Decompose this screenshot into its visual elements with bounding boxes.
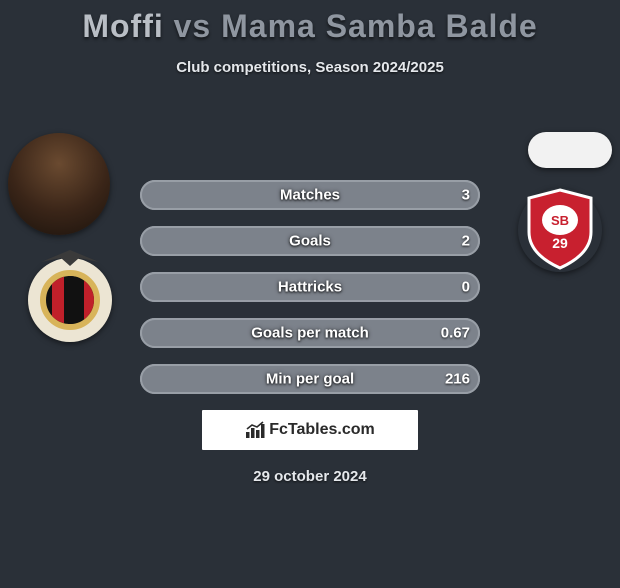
subtitle: Club competitions, Season 2024/2025 — [0, 59, 620, 76]
stat-value-right: 0 — [462, 279, 470, 296]
branding-text: FcTables.com — [269, 421, 375, 439]
player1-name: Moffi — [82, 8, 163, 44]
brest-icon: SB 29 — [525, 188, 595, 270]
stat-label: Matches — [280, 187, 340, 204]
player2-club-crest: SB 29 — [518, 188, 602, 272]
chart-icon — [245, 421, 265, 439]
stat-value-right: 3 — [462, 187, 470, 204]
player1-avatar — [8, 133, 110, 235]
svg-text:SB: SB — [551, 213, 569, 228]
stat-value-right: 216 — [445, 371, 470, 388]
stat-label: Goals — [289, 233, 331, 250]
stat-row: Matches 3 — [140, 180, 480, 210]
stat-row: Min per goal 216 — [140, 364, 480, 394]
stat-row: Goals per match 0.67 — [140, 318, 480, 348]
date-text: 29 october 2024 — [0, 468, 620, 485]
vs-text: vs — [174, 8, 212, 44]
svg-text:29: 29 — [552, 235, 568, 251]
stat-value-right: 0.67 — [441, 325, 470, 342]
stat-label: Hattricks — [278, 279, 342, 296]
eagle-icon — [31, 248, 109, 268]
stat-label: Goals per match — [251, 325, 369, 342]
player2-avatar — [528, 132, 612, 168]
ogc-nice-icon — [40, 270, 100, 330]
stat-label: Min per goal — [266, 371, 354, 388]
stat-value-right: 2 — [462, 233, 470, 250]
stat-row: Hattricks 0 — [140, 272, 480, 302]
player2-name: Mama Samba Balde — [221, 8, 538, 44]
branding-badge: FcTables.com — [202, 410, 418, 450]
stat-row: Goals 2 — [140, 226, 480, 256]
comparison-title: Moffi vs Mama Samba Balde — [0, 8, 620, 45]
player1-club-crest — [28, 258, 112, 342]
stats-bars: Matches 3 Goals 2 Hattricks 0 Goals per match 0… — [140, 180, 480, 394]
